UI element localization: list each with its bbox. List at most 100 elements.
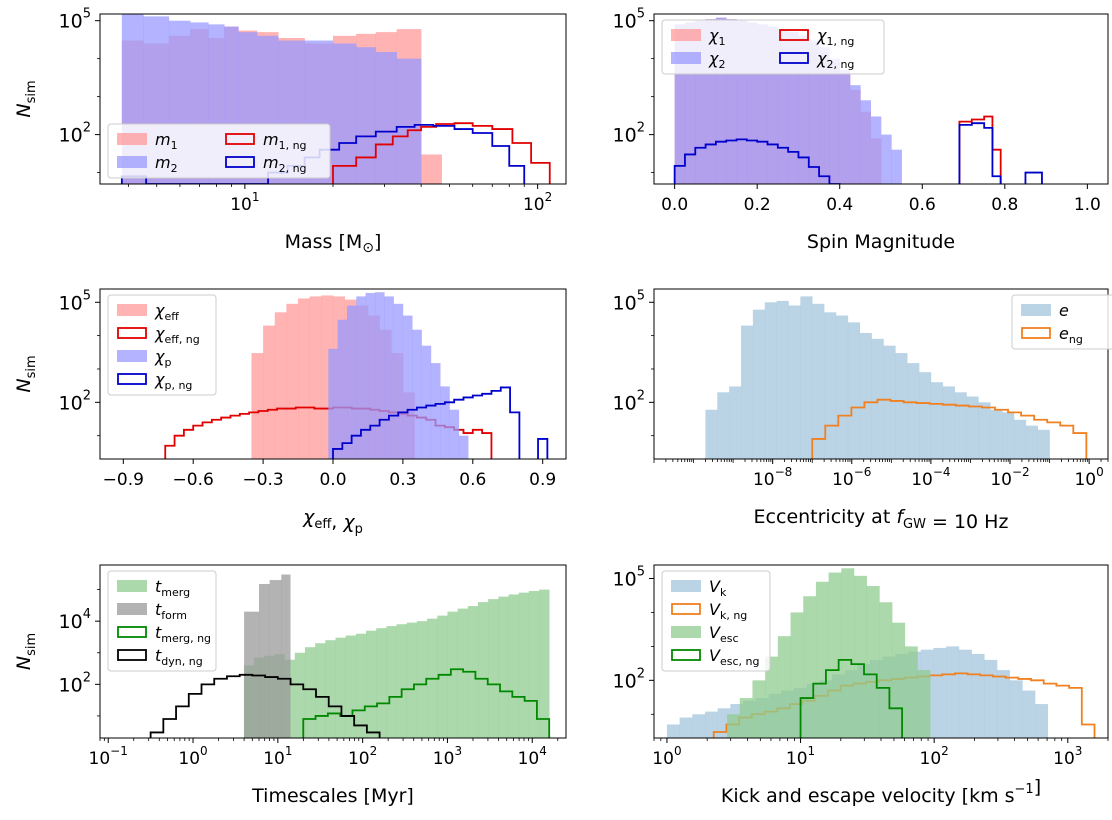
- series-3: [799, 659, 903, 738]
- x-axis-label: Spin Magnitude: [807, 231, 955, 253]
- legend-label: m1: [155, 130, 178, 152]
- hist-bar: [966, 396, 979, 459]
- plot-area: [666, 568, 1096, 738]
- legend-label: χp: [154, 347, 171, 369]
- x-tick-label: 0.0: [661, 195, 688, 215]
- hist-step: [149, 673, 381, 738]
- hist-bar: [891, 149, 902, 184]
- legend-box: [107, 570, 217, 672]
- legend-label: χeff, ng: [154, 324, 200, 346]
- hist-bar: [946, 646, 960, 738]
- hist-bar: [815, 581, 829, 738]
- hist-bar: [819, 47, 830, 184]
- hist-bar: [879, 602, 893, 738]
- legend-label: Vk: [709, 577, 727, 599]
- x-tick-label: 0.0: [319, 470, 346, 490]
- plot-area: [164, 292, 549, 459]
- legend-swatch: [671, 52, 701, 64]
- x-tick-label: 103: [433, 744, 462, 769]
- hist-bar: [457, 608, 469, 738]
- hist-bar: [528, 591, 540, 738]
- hist-bar: [412, 329, 422, 459]
- x-axis-label: Mass [M⊙]: [285, 231, 382, 256]
- x-tick-label: 0.3: [389, 470, 416, 490]
- legend-label: tdyn, ng: [155, 646, 203, 668]
- panel-ecc: 102 105 10−8 10−6 10−4 10−2 100 Eccentricity at…: [613, 288, 1112, 533]
- y-tick-label: 105: [59, 288, 91, 314]
- hist-bar: [447, 611, 458, 738]
- y-tick-label: 104: [59, 607, 91, 633]
- hist-bar: [859, 332, 872, 459]
- hist-bar: [752, 309, 766, 459]
- hist-bar: [396, 624, 408, 738]
- hist-bar: [776, 300, 789, 459]
- series-1: [811, 398, 1088, 459]
- hist-bar: [892, 622, 906, 738]
- x-axis-label: Eccentricity at fGW = 10 Hz: [754, 506, 1009, 533]
- x-tick-label: 102: [920, 744, 949, 769]
- hist-bar: [259, 584, 270, 738]
- hist-bar: [764, 302, 777, 459]
- legend-swatch: [117, 350, 147, 362]
- hist-bar: [281, 574, 291, 738]
- hist-bar: [895, 353, 908, 459]
- y-tick-label: 105: [613, 288, 645, 314]
- series-3: [149, 673, 381, 738]
- hist-bar: [518, 592, 530, 738]
- hist-bar: [803, 596, 817, 738]
- hist-bar: [1009, 680, 1023, 738]
- hist-bar: [850, 85, 861, 184]
- y-tick-label: 105: [613, 7, 645, 33]
- legend-swatch: [117, 373, 147, 385]
- axes-frame: [653, 13, 1109, 185]
- hist-bar: [839, 70, 851, 184]
- x-axis-label: χeff, χp: [302, 506, 363, 537]
- hist-bar: [777, 636, 791, 738]
- hist-bar: [726, 19, 737, 184]
- hist-bar: [477, 602, 489, 738]
- legend-swatch: [1021, 304, 1051, 316]
- hist-bar: [376, 628, 387, 738]
- hist-bar: [808, 40, 820, 184]
- hist-bar: [729, 386, 742, 459]
- legend-label: tmerg, ng: [155, 623, 211, 645]
- hist-bar: [788, 305, 801, 459]
- legend-label: Vk, ng: [709, 600, 747, 622]
- hist-bar: [345, 635, 357, 738]
- hist-bar: [705, 19, 717, 184]
- hist-step: [302, 668, 551, 738]
- hist-bar: [1025, 425, 1039, 459]
- x-tick-label: 103: [1053, 744, 1082, 769]
- hist-bar: [854, 575, 867, 738]
- hist-bar: [881, 134, 892, 184]
- legend-box: [107, 123, 331, 179]
- legend-label: Vesc, ng: [709, 646, 759, 668]
- panel-chieff: 102 105 −0.9 −0.6 −0.3 0.0 0.3 0.6 0.9 χeff, χp Ns…: [13, 288, 567, 537]
- legend-swatch: [117, 304, 147, 316]
- hist-bar: [907, 363, 920, 459]
- hist-bar: [942, 386, 955, 459]
- hist-bar: [321, 295, 334, 459]
- axes-frame: [653, 288, 1109, 460]
- hist-bar: [406, 622, 418, 738]
- hist-step: [811, 398, 1088, 459]
- series-2: [958, 115, 1002, 184]
- x-tick-label: 10−1: [89, 744, 128, 769]
- hist-bar: [958, 649, 972, 738]
- x-tick-label: 0.6: [459, 470, 486, 490]
- panel-spin: 102 105 0.0 0.2 0.4 0.6 0.8 1.0 Spin Magnitude χ1…: [613, 7, 1109, 253]
- legend-swatch: [671, 29, 701, 41]
- hist-bar: [421, 154, 442, 184]
- hist-bar: [356, 296, 366, 459]
- hist-bar: [309, 296, 322, 459]
- hist-bar: [705, 711, 719, 738]
- hist-bar: [679, 717, 693, 738]
- legend-label: eng: [1059, 324, 1083, 346]
- x-tick-label: 100: [178, 744, 207, 769]
- hist-bar: [286, 303, 299, 459]
- hist-bar: [1022, 690, 1036, 738]
- hist-bar: [416, 621, 428, 738]
